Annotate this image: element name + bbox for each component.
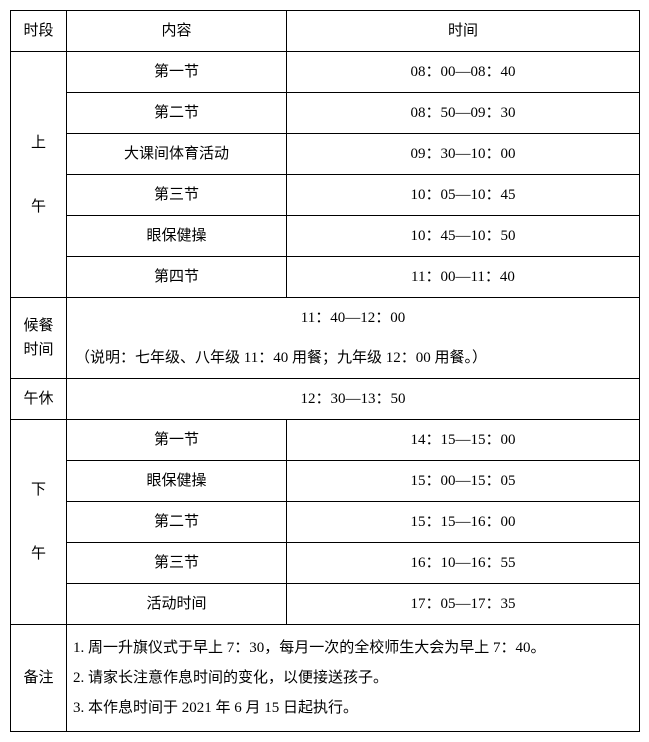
cell-time: 15：15—16：00: [287, 502, 640, 543]
table-row: 备注 1. 周一升旗仪式于早上 7：30，每月一次的全校师生大会为早上 7：40…: [11, 625, 640, 732]
table-row: 上 午 第一节 08：00—08：40: [11, 52, 640, 93]
cell-time: 08：50—09：30: [287, 93, 640, 134]
period-morning-bottom: 午: [17, 195, 60, 219]
period-waiting-l1: 候餐: [17, 314, 60, 338]
cell-content: 第二节: [67, 502, 287, 543]
period-morning-top: 上: [17, 131, 60, 155]
period-afternoon-bottom: 午: [17, 542, 60, 566]
waiting-note: （说明：七年级、八年级 11：40 用餐；九年级 12：00 用餐。）: [67, 338, 640, 379]
cell-content: 第三节: [67, 175, 287, 216]
noon-time: 12：30—13：50: [67, 379, 640, 420]
period-notes: 备注: [11, 625, 67, 732]
cell-content: 第二节: [67, 93, 287, 134]
table-row: 眼保健操 15：00—15：05: [11, 461, 640, 502]
period-waiting: 候餐 时间: [11, 298, 67, 379]
schedule-table: 时段 内容 时间 上 午 第一节 08：00—08：40 第二节 08：50—0…: [10, 10, 640, 732]
cell-time: 16：10—16：55: [287, 543, 640, 584]
cell-time: 10：05—10：45: [287, 175, 640, 216]
cell-time: 14：15—15：00: [287, 420, 640, 461]
table-row: 第三节 10：05—10：45: [11, 175, 640, 216]
cell-time: 15：00—15：05: [287, 461, 640, 502]
table-row: 眼保健操 10：45—10：50: [11, 216, 640, 257]
cell-content: 眼保健操: [67, 461, 287, 502]
period-noon: 午休: [11, 379, 67, 420]
note-line: 2. 请家长注意作息时间的变化，以便接送孩子。: [73, 663, 633, 693]
table-row: 午休 12：30—13：50: [11, 379, 640, 420]
notes-content: 1. 周一升旗仪式于早上 7：30，每月一次的全校师生大会为早上 7：40。 2…: [67, 625, 640, 732]
table-row: 下 午 第一节 14：15—15：00: [11, 420, 640, 461]
table-row: 第二节 08：50—09：30: [11, 93, 640, 134]
waiting-time: 11：40—12：00: [67, 298, 640, 339]
note-line: 3. 本作息时间于 2021 年 6 月 15 日起执行。: [73, 693, 633, 723]
period-morning: 上 午: [11, 52, 67, 298]
cell-content: 大课间体育活动: [67, 134, 287, 175]
table-row: 活动时间 17：05—17：35: [11, 584, 640, 625]
header-content: 内容: [67, 11, 287, 52]
cell-content: 第四节: [67, 257, 287, 298]
cell-content: 第三节: [67, 543, 287, 584]
period-waiting-l2: 时间: [17, 338, 60, 362]
table-row: 第三节 16：10—16：55: [11, 543, 640, 584]
cell-content: 活动时间: [67, 584, 287, 625]
header-time: 时间: [287, 11, 640, 52]
table-row: 候餐 时间 11：40—12：00: [11, 298, 640, 339]
cell-time: 10：45—10：50: [287, 216, 640, 257]
cell-content: 眼保健操: [67, 216, 287, 257]
cell-time: 08：00—08：40: [287, 52, 640, 93]
cell-time: 09：30—10：00: [287, 134, 640, 175]
header-period: 时段: [11, 11, 67, 52]
note-line: 1. 周一升旗仪式于早上 7：30，每月一次的全校师生大会为早上 7：40。: [73, 633, 633, 663]
cell-time: 17：05—17：35: [287, 584, 640, 625]
table-header-row: 时段 内容 时间: [11, 11, 640, 52]
table-row: 大课间体育活动 09：30—10：00: [11, 134, 640, 175]
table-row: 第四节 11：00—11：40: [11, 257, 640, 298]
table-row: 第二节 15：15—16：00: [11, 502, 640, 543]
period-afternoon: 下 午: [11, 420, 67, 625]
cell-content: 第一节: [67, 420, 287, 461]
period-afternoon-top: 下: [17, 478, 60, 502]
cell-time: 11：00—11：40: [287, 257, 640, 298]
cell-content: 第一节: [67, 52, 287, 93]
table-row: （说明：七年级、八年级 11：40 用餐；九年级 12：00 用餐。）: [11, 338, 640, 379]
